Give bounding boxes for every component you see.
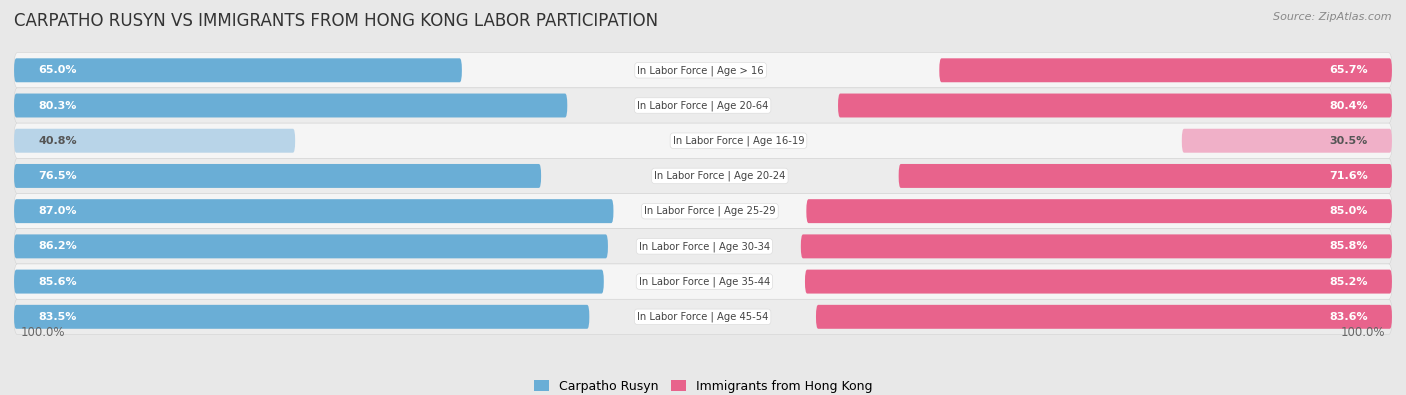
Text: In Labor Force | Age > 16: In Labor Force | Age > 16 (637, 65, 763, 75)
Text: 85.0%: 85.0% (1330, 206, 1368, 216)
FancyBboxPatch shape (14, 53, 1392, 88)
Text: 87.0%: 87.0% (38, 206, 77, 216)
FancyBboxPatch shape (815, 305, 1392, 329)
Text: In Labor Force | Age 35-44: In Labor Force | Age 35-44 (638, 276, 770, 287)
FancyBboxPatch shape (14, 129, 295, 153)
Text: 85.2%: 85.2% (1329, 276, 1368, 287)
Text: 80.3%: 80.3% (38, 100, 76, 111)
FancyBboxPatch shape (14, 164, 541, 188)
Text: 71.6%: 71.6% (1329, 171, 1368, 181)
FancyBboxPatch shape (838, 94, 1392, 117)
Legend: Carpatho Rusyn, Immigrants from Hong Kong: Carpatho Rusyn, Immigrants from Hong Kon… (529, 375, 877, 395)
FancyBboxPatch shape (14, 299, 1392, 335)
Text: 65.7%: 65.7% (1329, 65, 1368, 75)
FancyBboxPatch shape (14, 305, 589, 329)
Text: In Labor Force | Age 16-19: In Labor Force | Age 16-19 (672, 135, 804, 146)
Text: In Labor Force | Age 25-29: In Labor Force | Age 25-29 (644, 206, 776, 216)
Text: 83.5%: 83.5% (38, 312, 76, 322)
FancyBboxPatch shape (14, 229, 1392, 264)
FancyBboxPatch shape (14, 58, 461, 82)
Text: CARPATHO RUSYN VS IMMIGRANTS FROM HONG KONG LABOR PARTICIPATION: CARPATHO RUSYN VS IMMIGRANTS FROM HONG K… (14, 12, 658, 30)
FancyBboxPatch shape (14, 123, 1392, 158)
Text: 85.8%: 85.8% (1329, 241, 1368, 251)
Text: 100.0%: 100.0% (21, 325, 66, 339)
FancyBboxPatch shape (14, 94, 567, 117)
FancyBboxPatch shape (14, 194, 1392, 229)
Text: In Labor Force | Age 30-34: In Labor Force | Age 30-34 (638, 241, 770, 252)
Text: In Labor Force | Age 45-54: In Labor Force | Age 45-54 (637, 312, 768, 322)
Text: 86.2%: 86.2% (38, 241, 77, 251)
FancyBboxPatch shape (14, 199, 613, 223)
Text: Source: ZipAtlas.com: Source: ZipAtlas.com (1274, 12, 1392, 22)
Text: 80.4%: 80.4% (1329, 100, 1368, 111)
Text: 85.6%: 85.6% (38, 276, 77, 287)
Text: 30.5%: 30.5% (1330, 136, 1368, 146)
Text: 76.5%: 76.5% (38, 171, 77, 181)
Text: 65.0%: 65.0% (38, 65, 77, 75)
FancyBboxPatch shape (14, 264, 1392, 299)
Text: In Labor Force | Age 20-64: In Labor Force | Age 20-64 (637, 100, 768, 111)
Text: 40.8%: 40.8% (38, 136, 77, 146)
FancyBboxPatch shape (1182, 129, 1392, 153)
FancyBboxPatch shape (14, 88, 1392, 123)
FancyBboxPatch shape (898, 164, 1392, 188)
FancyBboxPatch shape (801, 234, 1392, 258)
FancyBboxPatch shape (14, 270, 603, 293)
FancyBboxPatch shape (939, 58, 1392, 82)
Text: In Labor Force | Age 20-24: In Labor Force | Age 20-24 (654, 171, 786, 181)
FancyBboxPatch shape (807, 199, 1392, 223)
Text: 83.6%: 83.6% (1329, 312, 1368, 322)
FancyBboxPatch shape (14, 234, 607, 258)
FancyBboxPatch shape (806, 270, 1392, 293)
Text: 100.0%: 100.0% (1340, 325, 1385, 339)
FancyBboxPatch shape (14, 158, 1392, 194)
